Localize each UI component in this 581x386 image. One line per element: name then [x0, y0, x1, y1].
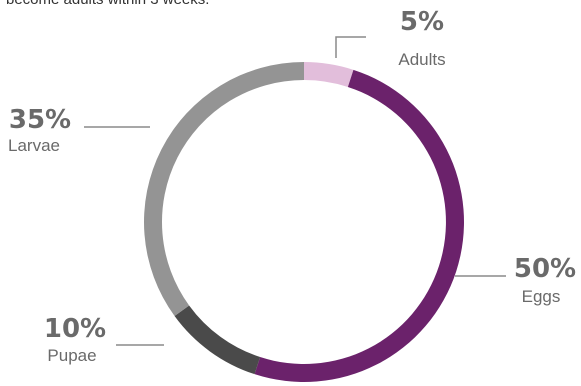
category-label-larvae: Larvae — [8, 136, 60, 155]
slice-eggs — [254, 69, 465, 382]
intro-text: become adults within 3 weeks. — [6, 0, 209, 8]
slice-pupae — [174, 305, 261, 375]
category-label-adults: Adults — [398, 50, 445, 69]
pct-label-eggs: 50% — [514, 254, 576, 284]
category-label-pupae: Pupae — [47, 346, 96, 365]
slice-larvae — [143, 62, 304, 317]
pct-label-larvae: 35% — [9, 105, 71, 135]
pct-label-pupae: 10% — [44, 314, 106, 344]
category-label-eggs: Eggs — [522, 287, 561, 306]
leader-line-adults — [335, 36, 366, 58]
pct-label-adults: 5% — [400, 7, 444, 37]
slice-adults — [304, 62, 354, 87]
